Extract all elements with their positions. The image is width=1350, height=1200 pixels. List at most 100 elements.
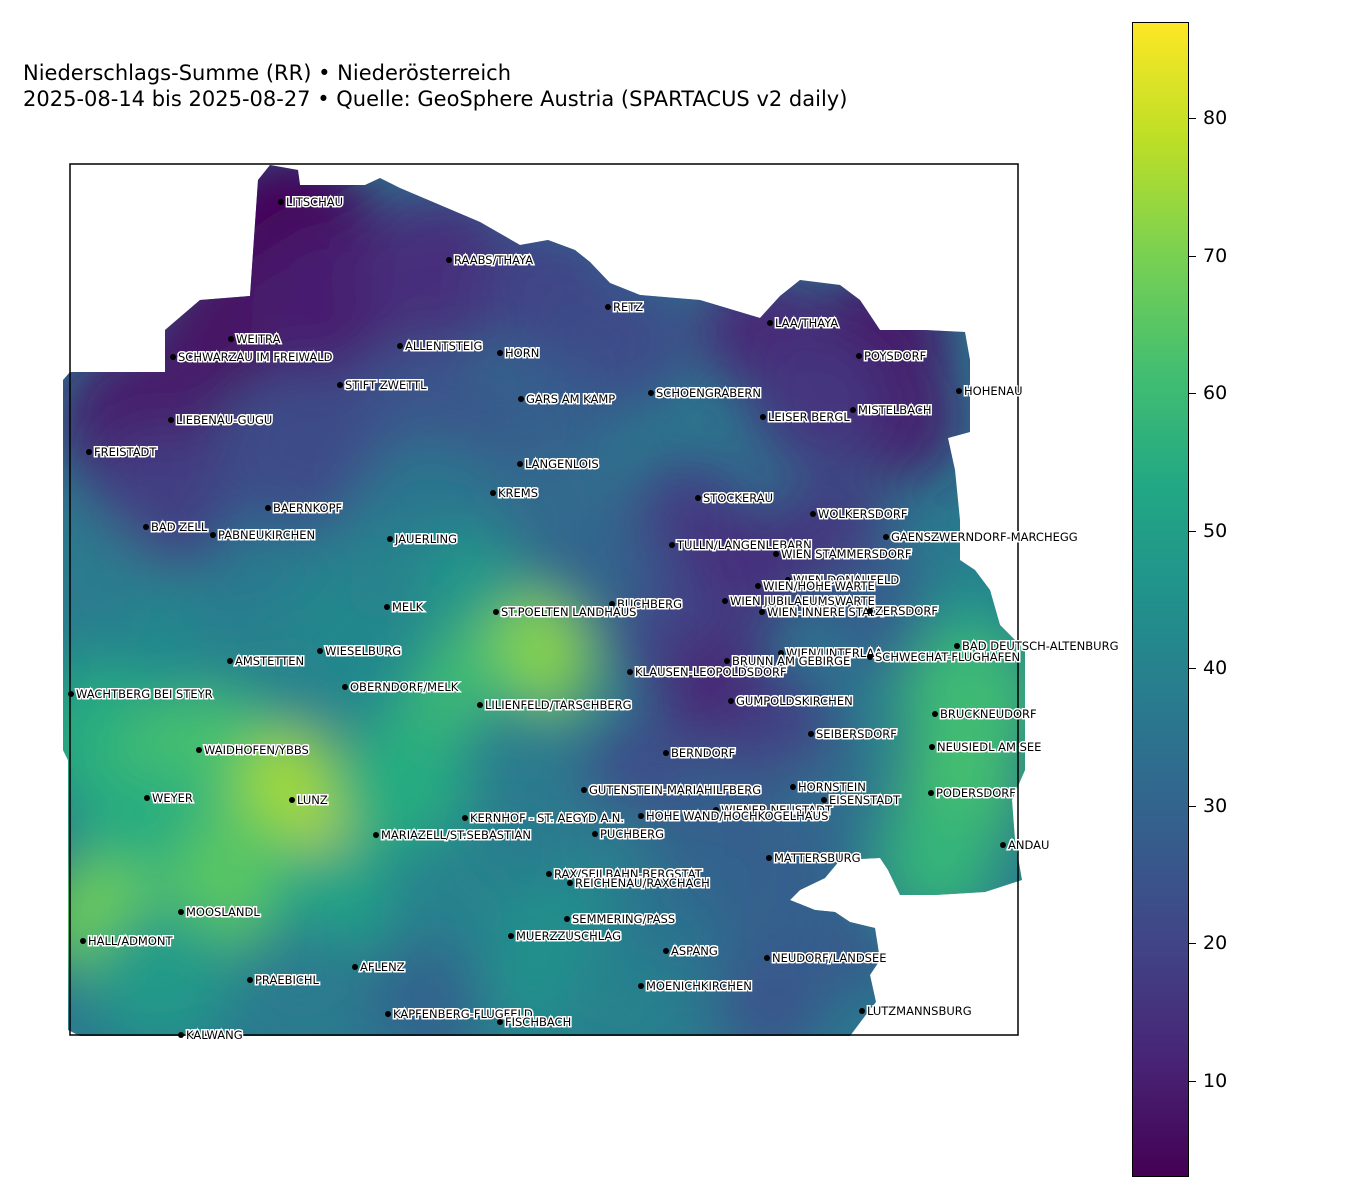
station-label: NEUDORF/LANDSEE: [772, 951, 887, 965]
station-label: JAUERLING: [394, 532, 457, 546]
station-marker: [808, 731, 814, 737]
station-marker: [178, 1032, 184, 1038]
station-label: SCHWARZAU IM FREIWALD: [178, 350, 333, 364]
station-label: LAA/THAYA: [775, 316, 838, 330]
station-marker: [932, 711, 938, 717]
station-marker: [695, 495, 701, 501]
station-marker: [178, 909, 184, 915]
station-label: WAIDHOFEN/YBBS: [204, 743, 309, 757]
chart-title: Niederschlags-Summe (RR) • Niederösterre…: [23, 60, 847, 112]
station-marker: [342, 684, 348, 690]
station-marker: [210, 532, 216, 538]
station-marker: [669, 542, 675, 548]
field-blob: [900, 630, 1025, 770]
station-label: KERNHOF - ST. AEGYD A.N.: [470, 811, 624, 825]
station-label: ZERSDORF: [875, 604, 938, 618]
station-label: LITSCHAU: [286, 195, 343, 209]
station-label: ALLENTSTEIG: [405, 339, 482, 353]
station-marker: [638, 813, 644, 819]
stations-layer: LITSCHAU RAABS/THAYA RETZ LAA/THAYA WEITRA AL…: [68, 194, 1120, 1044]
station-marker: [397, 343, 403, 349]
station-marker: [663, 750, 669, 756]
station-marker: [928, 790, 934, 796]
station-label: WEITRA: [236, 332, 281, 346]
station-label: WEYER: [152, 791, 193, 805]
station-label: RAABS/THAYA: [454, 253, 533, 267]
colorbar-tick: [1189, 530, 1196, 532]
station-marker: [728, 698, 734, 704]
station-marker: [446, 257, 452, 263]
field-blob: [330, 520, 430, 620]
station-label: WIESELBURG: [325, 644, 401, 658]
colorbar-tick: [1189, 1080, 1196, 1082]
colorbar-tick-label: 70: [1203, 244, 1228, 267]
station-marker: [68, 691, 74, 697]
station-marker: [760, 414, 766, 420]
station-marker: [883, 534, 889, 540]
station-label: MUERZZUSCHLAG: [516, 929, 621, 943]
station-marker: [755, 583, 761, 589]
station-label: LILIENFELD/TARSCHBERG: [485, 698, 632, 712]
station-marker: [929, 744, 935, 750]
station-marker: [228, 336, 234, 342]
station-label: WIEN STAMMERSDORF: [781, 547, 912, 561]
field-blob: [820, 910, 900, 990]
station-label: MOOSLANDL: [186, 905, 260, 919]
station-marker: [850, 407, 856, 413]
station-marker: [477, 702, 483, 708]
station-label: TULLN/LANGENLEBARN: [676, 538, 812, 552]
field-blob: [90, 910, 230, 1036]
station-marker: [384, 604, 390, 610]
station-label: NEUSIEDL AM SEE: [937, 740, 1041, 754]
station-marker: [387, 536, 393, 542]
station-marker: [289, 797, 295, 803]
station-label: AMSTETTEN: [235, 654, 304, 668]
field-blob: [63, 520, 150, 640]
station-label: KALWANG: [186, 1028, 243, 1042]
station-marker: [564, 916, 570, 922]
station-label: MELK: [392, 600, 424, 614]
colorbar-tick-label: 50: [1203, 519, 1228, 542]
station-label: WIEN/HOHE WARTE: [763, 579, 875, 593]
station-marker: [609, 601, 615, 607]
station-marker: [821, 797, 827, 803]
station-marker: [385, 1011, 391, 1017]
station-marker: [778, 650, 784, 656]
station-marker: [638, 983, 644, 989]
colorbar-tick: [1189, 668, 1196, 670]
colorbar-tick-label: 10: [1203, 1069, 1228, 1092]
field-blob: [820, 550, 940, 670]
station-label: STIFT ZWETTL: [345, 378, 427, 392]
station-label: MISTELBACH: [858, 403, 932, 417]
station-marker: [605, 304, 611, 310]
station-label: PRAEBICHL: [255, 973, 320, 987]
station-marker: [196, 747, 202, 753]
station-marker: [867, 654, 873, 660]
station-marker: [508, 933, 514, 939]
station-label: SCHOENGRABERN: [656, 386, 761, 400]
field-blob: [560, 950, 680, 1036]
station-label: REICHENAU/RAXCHACH: [575, 876, 710, 890]
field-blob: [230, 920, 370, 1036]
station-marker: [352, 964, 358, 970]
station-marker: [773, 551, 779, 557]
station-marker: [567, 880, 573, 886]
field-blob: [420, 530, 520, 630]
station-label: LEISER BERGL: [768, 410, 850, 424]
field-blob: [460, 700, 580, 820]
station-marker: [518, 396, 524, 402]
station-label: WIEN JUBILAEUMSWARTE: [730, 594, 875, 608]
station-marker: [867, 608, 873, 614]
station-label: GUMPOLDSKIRCHEN: [736, 694, 853, 708]
station-marker: [581, 787, 587, 793]
station-label: BERNDORF: [671, 746, 735, 760]
station-label: EISENSTADT: [829, 793, 901, 807]
station-label: WIEN DONAUFELD: [793, 573, 899, 587]
station-marker: [490, 490, 496, 496]
station-label: WOLKERSDORF: [818, 507, 907, 521]
station-marker: [546, 871, 552, 877]
station-label: GARS AM KAMP: [526, 392, 615, 406]
colorbar-tick: [1189, 805, 1196, 807]
station-label: MATTERSBURG: [774, 851, 861, 865]
